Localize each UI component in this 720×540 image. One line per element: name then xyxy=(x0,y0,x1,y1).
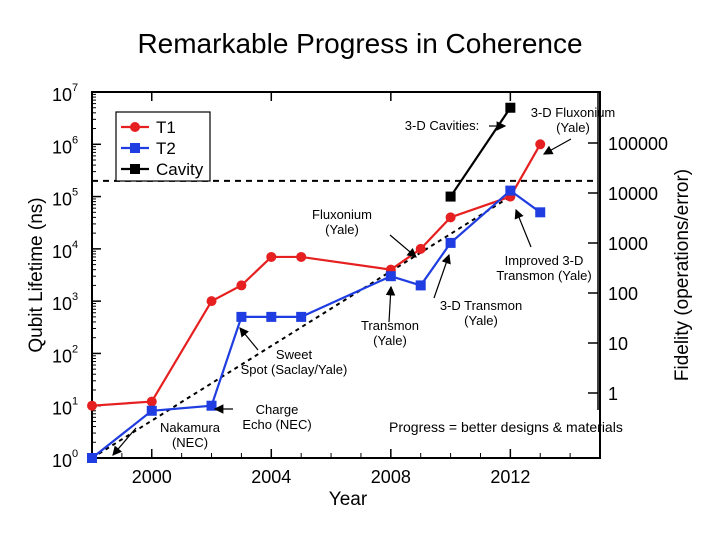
plot-frame xyxy=(91,91,601,459)
cavity-point xyxy=(445,191,456,202)
annotation-improved-transmon: Improved 3-D Transmon (Yale) xyxy=(496,253,591,283)
t2-point xyxy=(236,311,247,322)
y2-tick-label: 100000 xyxy=(608,134,668,154)
t1-point xyxy=(445,212,456,223)
legend-label: Cavity xyxy=(156,160,204,179)
t2-point xyxy=(385,271,396,282)
y-tick-label: 101 xyxy=(52,396,78,419)
t2-point xyxy=(505,185,516,196)
t2-point xyxy=(266,311,277,322)
annotation-arrow-5 xyxy=(385,285,396,323)
x-tick-label: 2000 xyxy=(132,467,172,487)
t1-point xyxy=(296,251,307,262)
y2-tick-label: 1 xyxy=(608,384,618,404)
annotation-transmon: Transmon (Yale) xyxy=(361,318,419,348)
legend-label: T2 xyxy=(156,139,176,158)
annotation-3d-cavities: 3-D Cavities: xyxy=(405,118,479,133)
annotation-arrow-3 xyxy=(514,208,532,248)
t2-point xyxy=(206,400,217,411)
t1-point xyxy=(415,243,426,254)
y-tick-label: 103 xyxy=(52,291,78,314)
t1-point xyxy=(266,251,277,262)
t2-point xyxy=(535,207,546,218)
annotation-nakamura: Nakamura (NEC) xyxy=(160,420,221,450)
annotation-arrow-6 xyxy=(239,327,259,351)
annotation-charge-echo: Charge Echo (NEC) xyxy=(242,402,311,432)
x-axis-label: Year xyxy=(329,489,368,510)
legend-label: T1 xyxy=(156,118,176,137)
annotation-arrow-1 xyxy=(542,138,572,155)
y-axis-label: Qubit Lifetime (ns) xyxy=(26,197,47,352)
annotation-arrow-8 xyxy=(112,427,137,456)
x-tick-label: 2008 xyxy=(371,467,411,487)
t1-point xyxy=(87,400,97,411)
t2-point xyxy=(87,453,97,463)
annotation-3d-transmon: 3-D Transmon (Yale) xyxy=(440,298,522,328)
trend-line xyxy=(91,195,511,459)
y-tick-label: 104 xyxy=(52,239,78,262)
annotation-3d-fluxonium: 3-D Fluxonium (Yale) xyxy=(531,105,616,135)
t1-point xyxy=(236,280,247,291)
y2-tick-label: 1000 xyxy=(608,234,648,254)
t1-point xyxy=(146,396,157,407)
y2-axis-label: Fidelity (operations/error) xyxy=(672,169,693,381)
y2-tick-label: 10000 xyxy=(608,184,658,204)
t2-point xyxy=(296,311,307,322)
t2-point xyxy=(445,237,456,248)
cavity-point xyxy=(505,102,516,113)
t1-point xyxy=(535,139,546,150)
y-tick-label: 105 xyxy=(52,187,78,210)
annotation-fluxonium: Fluxonium (Yale) xyxy=(312,207,372,237)
x-tick-label: 2004 xyxy=(251,467,291,487)
legend-marker-1 xyxy=(130,143,140,153)
slide-title: Remarkable Progress in Coherence xyxy=(137,28,583,59)
y2-tick-label: 100 xyxy=(608,284,638,304)
y-tick-label: 106 xyxy=(52,134,78,157)
t2-point xyxy=(415,280,426,291)
y2-tick-label: 10 xyxy=(608,334,628,354)
t1-point xyxy=(206,296,217,307)
y-tick-label: 100 xyxy=(52,448,78,471)
legend-marker-2 xyxy=(130,164,140,174)
annotation-arrow-2 xyxy=(389,234,417,258)
y-tick-label: 107 xyxy=(52,82,78,105)
annotation-arrow-4 xyxy=(433,253,451,299)
t2-point xyxy=(146,405,157,416)
annotation-sweet-spot: Sweet Spot (Saclay/Yale) xyxy=(241,347,348,377)
y-tick-label: 102 xyxy=(52,343,78,366)
x-tick-label: 2012 xyxy=(490,467,530,487)
progress-caption: Progress = better designs & materials xyxy=(389,419,623,435)
legend-marker-0 xyxy=(130,122,140,132)
